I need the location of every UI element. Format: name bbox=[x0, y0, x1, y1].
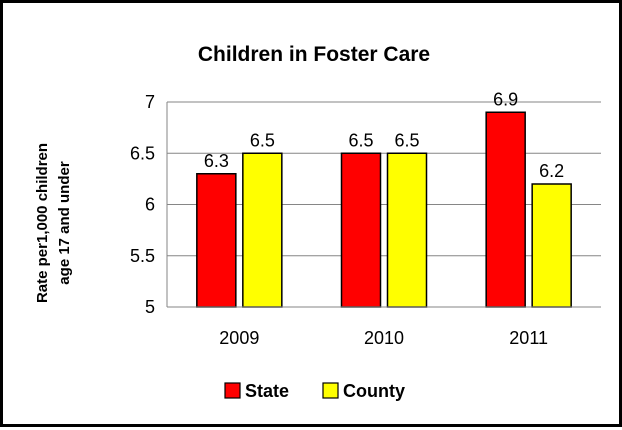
bar-state-2011 bbox=[485, 111, 526, 308]
data-label-state-2011: 6.9 bbox=[493, 89, 518, 109]
x-tick-label: 2009 bbox=[219, 328, 259, 348]
legend-label-county: County bbox=[343, 381, 405, 401]
x-tick-label: 2010 bbox=[364, 328, 404, 348]
data-label-county-2009: 6.5 bbox=[250, 130, 275, 150]
bar-county-2011 bbox=[531, 183, 572, 308]
bar-county-2010 bbox=[386, 152, 428, 308]
legend-swatch-state bbox=[224, 382, 241, 399]
data-label-county-2011: 6.2 bbox=[539, 161, 564, 181]
data-label-county-2010: 6.5 bbox=[394, 130, 419, 150]
bar-county-2009 bbox=[242, 152, 283, 308]
plot-area: 5 5.5 6 6.5 7 6.3 6.5 2009 6.5 6.5 2010 6.9 6.2 2011 bbox=[130, 89, 601, 348]
y-tick-label: 6 bbox=[145, 195, 155, 215]
y-axis-title-line2: age 17 and under bbox=[56, 161, 73, 285]
bar-state-2009 bbox=[196, 173, 237, 308]
legend: State County bbox=[224, 381, 405, 401]
y-axis-title-line1: Rate per1,000 children bbox=[34, 143, 51, 303]
x-tick-label: 2011 bbox=[509, 328, 548, 348]
y-tick-label: 7 bbox=[145, 92, 155, 112]
y-tick-label: 5 bbox=[145, 297, 155, 317]
chart-title: Children in Foster Care bbox=[198, 43, 430, 66]
y-axis-title: Rate per1,000 children age 17 and under bbox=[34, 143, 73, 303]
data-label-state-2009: 6.3 bbox=[204, 151, 229, 171]
legend-label-state: State bbox=[245, 381, 289, 401]
y-tick-label: 6.5 bbox=[130, 143, 155, 163]
legend-swatch-county bbox=[322, 382, 339, 399]
bar-chart: Children in Foster Care Rate per1,000 ch… bbox=[34, 43, 601, 401]
bar-state-2010 bbox=[340, 152, 382, 308]
y-tick-label: 5.5 bbox=[130, 246, 155, 266]
data-label-state-2010: 6.5 bbox=[348, 130, 373, 150]
